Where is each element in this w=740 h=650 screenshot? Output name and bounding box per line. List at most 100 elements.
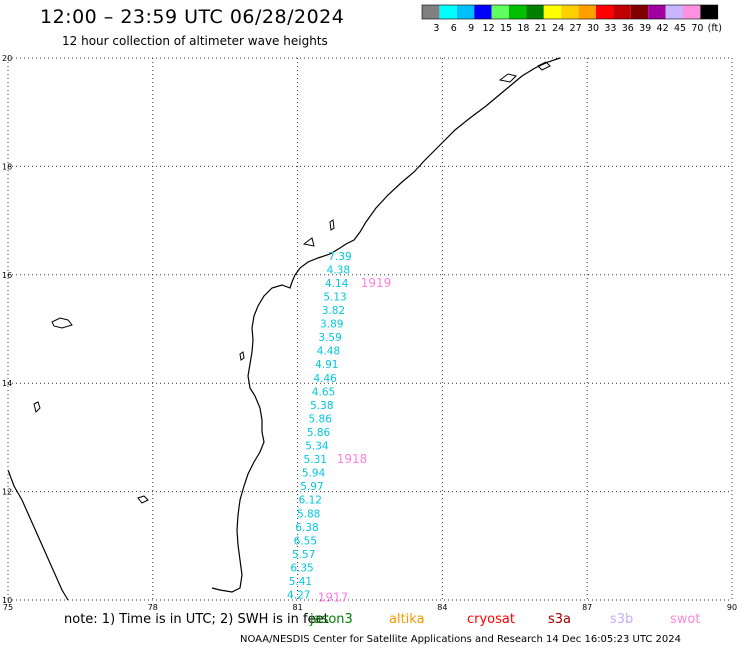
island xyxy=(137,495,149,504)
legend-label: 15 xyxy=(500,23,512,34)
legend-label: 30 xyxy=(587,23,599,34)
swh-label: 5.34 xyxy=(305,441,329,453)
legend-swatch xyxy=(526,5,544,19)
lon-tick-label: 90 xyxy=(727,603,737,612)
swh-label: 4.48 xyxy=(317,346,340,358)
chart-subtitle: 12 hour collection of altimeter wave hei… xyxy=(62,34,328,48)
legend-swatch xyxy=(456,5,475,19)
time-label: 1917 xyxy=(318,590,349,604)
swh-label: 5.38 xyxy=(310,400,333,412)
legend-label: 39 xyxy=(639,23,651,34)
lat-tick-label: 20 xyxy=(2,54,12,63)
legend-swatch xyxy=(665,5,683,19)
swh-label: 7.39 xyxy=(328,251,351,263)
legend-swatch xyxy=(439,5,457,19)
map-grid xyxy=(7,57,733,601)
lat-tick-label: 16 xyxy=(2,271,12,280)
swh-label: 4.38 xyxy=(327,264,350,276)
time-label: 1918 xyxy=(337,452,368,466)
chart-title: 12:00 – 23:59 UTC 06/28/2024 xyxy=(40,6,345,28)
island xyxy=(537,61,551,71)
legend-label: 45 xyxy=(674,23,686,34)
swh-labels: 7.394.38 4.145.13 3.82 3.893.59 4.484.91 4.46… xyxy=(287,251,352,602)
legend-swatch xyxy=(596,5,614,19)
coastline xyxy=(7,57,561,601)
legend-label: 24 xyxy=(552,23,564,34)
legend-swatch xyxy=(613,5,631,19)
legend-label: 12 xyxy=(483,23,495,34)
lon-tick-label: 87 xyxy=(582,603,592,612)
swh-label: 5.41 xyxy=(289,576,312,588)
satellite-s3a: s3a xyxy=(548,612,572,627)
color-legend: 3 6 9 12 15 18 21 24 27 30 33 36 39 42 45 70 (ft) xyxy=(421,4,722,34)
legend-swatch xyxy=(630,5,649,19)
island xyxy=(329,219,335,231)
swh-label: 6.55 xyxy=(294,535,317,547)
legend-label: (ft) xyxy=(708,23,722,34)
coastline-west xyxy=(7,469,69,601)
satellite-s3b: s3b xyxy=(610,612,634,627)
lon-tick-label: 81 xyxy=(293,603,303,612)
legend-swatch xyxy=(491,5,509,19)
legend-label: 9 xyxy=(468,23,474,34)
legend-swatch xyxy=(422,5,440,19)
legend-swatch xyxy=(578,5,596,19)
swh-label: 3.59 xyxy=(318,332,341,344)
footer-note: note: 1) Time is in UTC; 2) SWH is in fe… xyxy=(64,612,329,627)
swh-label: 4.27 xyxy=(287,590,310,602)
legend-label: 42 xyxy=(657,23,669,34)
legend-label: 21 xyxy=(535,23,547,34)
island xyxy=(498,73,517,83)
island xyxy=(302,237,315,247)
swh-label: 6.12 xyxy=(299,495,322,507)
island xyxy=(33,401,41,413)
legend-swatch xyxy=(648,5,666,19)
swh-label: 5.86 xyxy=(307,427,331,439)
lon-tick-label: 75 xyxy=(3,603,13,612)
swh-label: 4.91 xyxy=(315,359,338,371)
time-labels: 1919 1918 1917 xyxy=(318,276,392,604)
legend-label: 3 xyxy=(433,23,439,34)
satellite-cryosat: cryosat xyxy=(467,612,515,627)
legend-label: 6 xyxy=(451,23,457,34)
legend-swatch xyxy=(474,5,492,19)
coastline-main xyxy=(211,57,561,593)
swh-label: 4.46 xyxy=(313,373,337,385)
legend-swatch xyxy=(700,5,718,19)
satellite-swot: swot xyxy=(670,612,701,627)
legend-swatch xyxy=(509,5,527,19)
swh-label: 5.31 xyxy=(304,454,327,466)
swh-label: 6.35 xyxy=(290,562,313,574)
legend-frame xyxy=(421,4,719,20)
lon-tick-label: 84 xyxy=(437,603,447,612)
island xyxy=(51,317,73,329)
legend-label: 33 xyxy=(604,23,616,34)
legend-swatch xyxy=(543,5,562,19)
satellite-altika: altika xyxy=(389,612,425,627)
swh-label: 5.57 xyxy=(292,549,315,561)
swh-label: 5.86 xyxy=(309,413,333,425)
swh-label: 3.82 xyxy=(322,305,345,317)
swh-label: 6.38 xyxy=(295,522,318,534)
credit-line: NOAA/NESDIS Center for Satellite Applica… xyxy=(240,634,682,645)
lat-tick-label: 12 xyxy=(2,488,12,497)
satellite-jason3: jason3 xyxy=(310,612,353,627)
swh-label: 5.97 xyxy=(300,481,323,493)
time-label: 1919 xyxy=(361,276,392,290)
lat-tick-label: 18 xyxy=(2,162,12,171)
lat-tick-label: 14 xyxy=(2,379,12,388)
swh-label: 5.94 xyxy=(302,468,326,480)
swh-label: 4.65 xyxy=(312,386,335,398)
swh-label: 5.88 xyxy=(297,508,320,520)
legend-label: 27 xyxy=(570,23,582,34)
lon-tick-label: 78 xyxy=(148,603,158,612)
legend-label: 70 xyxy=(691,23,703,34)
island xyxy=(239,351,245,361)
legend-label: 36 xyxy=(622,23,634,34)
lat-tick-label: 10 xyxy=(2,596,12,605)
swh-label: 4.14 xyxy=(325,278,349,290)
legend-swatch xyxy=(683,5,701,19)
swh-label: 3.89 xyxy=(320,319,343,331)
